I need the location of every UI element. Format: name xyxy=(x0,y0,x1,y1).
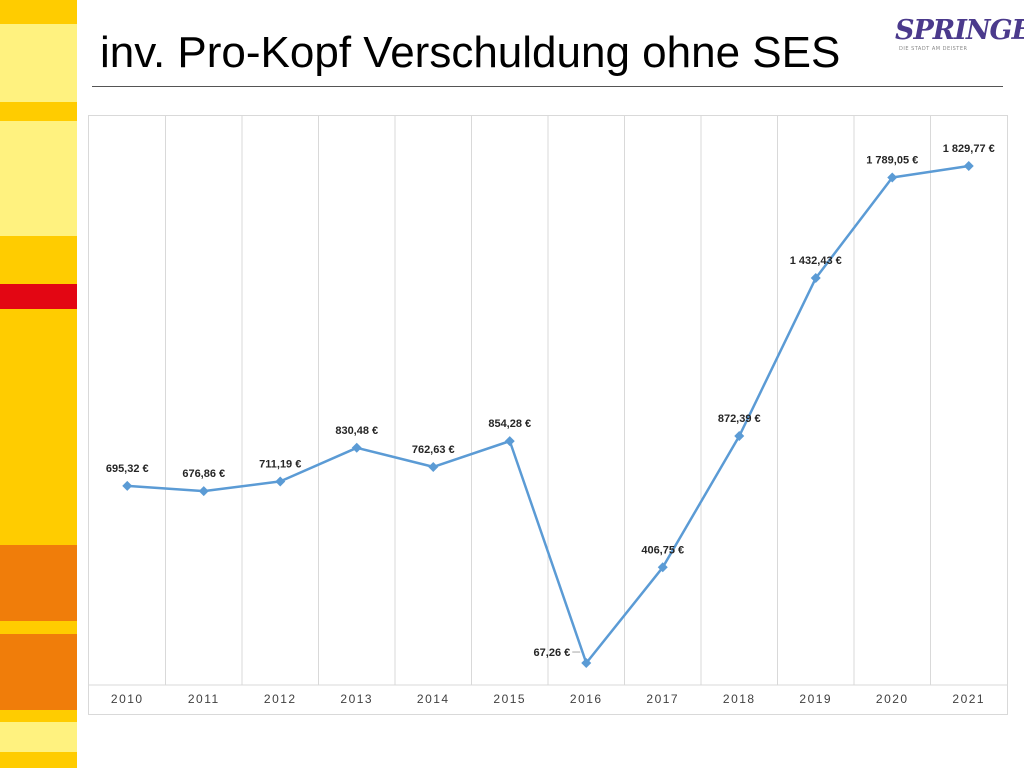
x-tick-label: 2013 xyxy=(340,692,373,706)
data-point xyxy=(198,486,209,497)
x-tick-label: 2012 xyxy=(264,692,297,706)
data-label: 67,26 € xyxy=(534,647,571,659)
x-tick-label: 2021 xyxy=(952,692,985,706)
x-tick-label: 2014 xyxy=(417,692,450,706)
data-label: 406,75 € xyxy=(641,544,684,556)
line-chart: 2010 2011 2012 2013 2014 2015 2016 2017 2018 2019… xyxy=(89,116,1007,706)
data-label: 1 789,05 € xyxy=(866,154,918,166)
data-label: 695,32 € xyxy=(106,463,149,475)
data-label: 830,48 € xyxy=(335,425,378,437)
series-line xyxy=(127,164,969,665)
x-tick-label: 2011 xyxy=(188,692,220,706)
data-point xyxy=(581,658,592,669)
data-point xyxy=(887,172,898,183)
data-point xyxy=(504,436,515,447)
data-point xyxy=(810,273,821,284)
data-label: 676,86 € xyxy=(182,468,225,480)
data-point xyxy=(657,562,668,573)
title-divider xyxy=(92,86,1003,87)
x-tick-label: 2010 xyxy=(111,692,144,706)
x-tick-label: 2018 xyxy=(723,692,756,706)
data-point xyxy=(275,476,286,487)
page-title: inv. Pro-Kopf Verschuldung ohne SES xyxy=(100,28,841,77)
logo-tagline: DIE STADT AM DEISTER xyxy=(899,46,968,52)
data-label: 854,28 € xyxy=(488,418,531,430)
x-tick-label: 2017 xyxy=(646,692,679,706)
data-label: 762,63 € xyxy=(412,444,455,456)
data-point xyxy=(963,161,974,172)
data-point xyxy=(351,442,362,453)
data-label: 711,19 € xyxy=(259,458,301,470)
data-label: 1 432,43 € xyxy=(790,255,842,267)
x-tick-label: 2015 xyxy=(493,692,526,706)
springe-logo: SPRINGE. DIE STADT AM DEISTER xyxy=(895,15,1024,55)
x-tick-label: 2020 xyxy=(876,692,909,706)
data-label: 872,39 € xyxy=(718,413,761,425)
x-tick-label: 2016 xyxy=(570,692,603,706)
data-point xyxy=(428,461,439,472)
side-color-stripe xyxy=(0,0,77,768)
data-point xyxy=(122,480,133,491)
data-point xyxy=(734,430,745,441)
data-label: 1 829,77 € xyxy=(943,143,995,155)
chart-area: 2010 2011 2012 2013 2014 2015 2016 2017 2018 2019… xyxy=(88,115,1008,715)
logo-wordmark: SPRINGE. xyxy=(895,15,1024,46)
x-tick-label: 2019 xyxy=(799,692,832,706)
